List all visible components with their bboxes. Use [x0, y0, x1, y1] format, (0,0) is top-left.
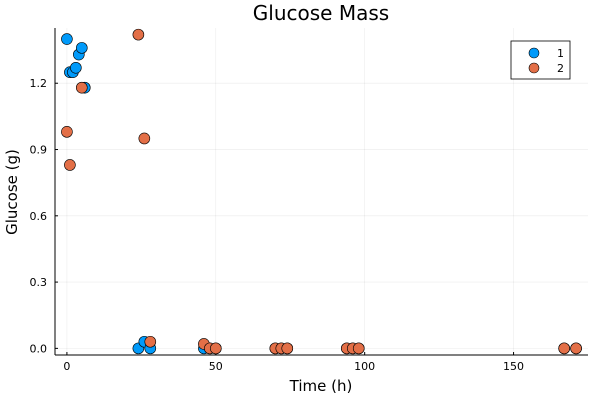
data-point-series-2	[144, 335, 157, 348]
y-tick-label: 0.0	[30, 342, 48, 355]
y-tick-label: 0.9	[30, 144, 48, 157]
y-tick-label: 0.6	[30, 210, 48, 223]
x-tick-label: 0	[63, 360, 70, 373]
y-tick-label: 0.3	[30, 276, 48, 289]
x-tick-label: 50	[209, 360, 223, 373]
axes	[54, 28, 588, 356]
data-point-series-1	[75, 42, 88, 54]
data-point-series-2	[61, 126, 73, 138]
x-tick-label: 150	[503, 360, 524, 373]
data-point-series-2	[558, 342, 570, 355]
data-points	[61, 28, 582, 355]
x-axis-label: Time (h)	[289, 377, 353, 395]
data-point-series-2	[570, 342, 582, 355]
legend-box	[510, 40, 571, 80]
data-point-series-2	[75, 81, 88, 94]
y-tick-label: 1.2	[30, 77, 48, 90]
data-point-series-1	[70, 61, 82, 74]
legend-marker-series-2	[528, 62, 540, 74]
data-point-series-2	[209, 342, 222, 355]
data-point-series-2	[132, 28, 145, 41]
legend-label-series-1: 1	[557, 47, 564, 60]
chart-title: Glucose Mass	[253, 1, 389, 25]
legend-marker-series-1	[528, 47, 540, 59]
data-point-series-1	[61, 33, 73, 45]
data-point-series-2	[281, 342, 294, 355]
data-point-series-2	[138, 132, 151, 145]
data-point-series-2	[64, 159, 76, 171]
y-axis-label: Glucose (g)	[3, 149, 21, 235]
legend-label-series-2: 2	[557, 62, 564, 75]
series-2-points	[61, 28, 582, 355]
data-point-series-2	[352, 342, 365, 355]
series-1-points	[61, 33, 582, 355]
grid-lines	[55, 28, 588, 355]
tick-labels: 0 50 100 150 0.0 0.3 0.6 0.9 1.2	[30, 77, 525, 373]
x-tick-label: 100	[354, 360, 375, 373]
legend: 1 2	[510, 40, 571, 80]
